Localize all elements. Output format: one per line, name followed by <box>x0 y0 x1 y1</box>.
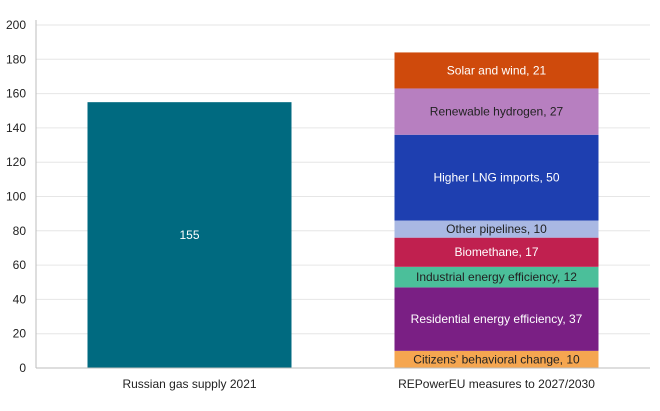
segment-label: Higher LNG imports, 50 <box>433 171 559 185</box>
bar-segment <box>394 52 599 89</box>
segment-label: Solar and wind, 21 <box>447 63 547 77</box>
bar-segment <box>394 237 599 267</box>
segment-label: Citizens' behavioral change, 10 <box>413 352 580 366</box>
y-tick-label: 140 <box>6 121 26 135</box>
x-category-label: REPowerEU measures to 2027/2030 <box>398 377 595 391</box>
segment-label: Industrial energy efficiency, 12 <box>416 270 577 284</box>
x-axis: Russian gas supply 2021 REPowerEU measure… <box>36 367 650 391</box>
bar-segment <box>394 88 599 135</box>
y-tick-label: 120 <box>6 155 26 169</box>
segment-label: Biomethane, 17 <box>454 245 538 259</box>
y-tick-label: 40 <box>13 292 27 306</box>
bars: 155 Citizens' behavioral change, 10 Reside… <box>87 52 599 369</box>
y-tick-label: 100 <box>6 190 26 204</box>
y-tick-label: 80 <box>13 224 27 238</box>
y-tick-label: 200 <box>6 18 26 32</box>
segment-label: Other pipelines, 10 <box>446 222 547 236</box>
bar-segment <box>394 266 599 288</box>
segment-label: Renewable hydrogen, 27 <box>430 105 564 119</box>
y-tick-label: 60 <box>13 258 27 272</box>
bar-segment <box>394 287 599 351</box>
bar-segment <box>394 134 599 221</box>
y-axis: 0 20 40 60 80 100 120 140 160 180 200 <box>6 18 37 375</box>
segment-label: 155 <box>179 228 199 242</box>
bar-segment <box>394 220 599 238</box>
segment-label: Residential energy efficiency, 37 <box>411 312 583 326</box>
y-tick-label: 20 <box>13 327 27 341</box>
y-tick-label: 180 <box>6 52 26 66</box>
y-tick-label: 160 <box>6 87 26 101</box>
bar-segment <box>87 102 292 369</box>
y-tick-label: 0 <box>19 361 26 375</box>
bar-segment <box>394 350 599 368</box>
x-category-label: Russian gas supply 2021 <box>122 377 256 391</box>
